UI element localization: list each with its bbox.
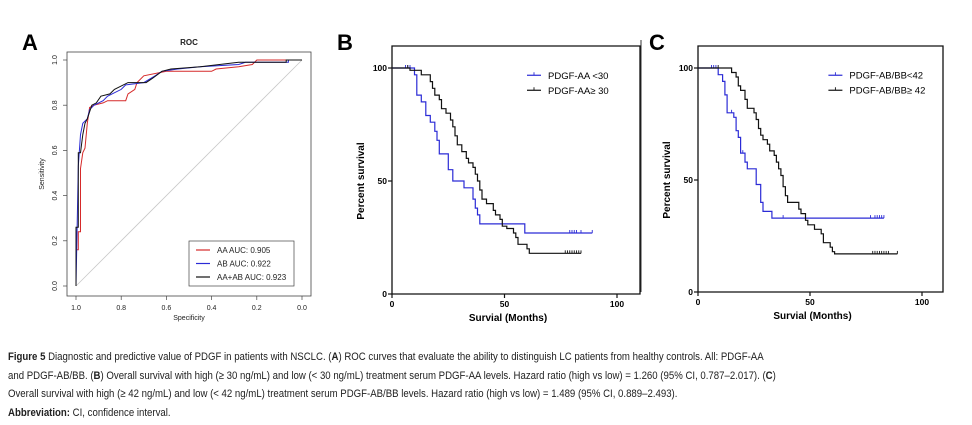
x-tick-label: 0 <box>696 297 701 307</box>
caption-text: ) Overall survival with high (≥ 30 ng/mL… <box>100 369 766 382</box>
panel-letter-c: C <box>649 30 665 55</box>
km-chart-pdgf-abbb: 0 50 100 0 50 100 Survial (Months) Percent surv… <box>662 45 944 322</box>
roc-curve-2 <box>75 59 302 286</box>
y-tick-label: 0.0 <box>52 281 59 291</box>
y-tick-label: 0.2 <box>52 236 59 246</box>
legend-label: PDGF-AB/BB≥ 42 <box>849 86 925 97</box>
y-axis-label: Sensitivity <box>39 158 46 190</box>
x-axis-label: Survial (Months) <box>773 311 851 322</box>
diagonal-reference-line <box>75 59 303 287</box>
x-tick-label: 0.6 <box>162 305 172 312</box>
caption-text: ) <box>772 369 776 382</box>
legend-label: AA+AB AUC: 0.923 <box>217 273 287 282</box>
survival-curve-1 <box>698 67 898 255</box>
survival-curve-0 <box>392 67 593 234</box>
km-chart-pdgf-aa: 0 50 100 0 50 100 Survial (Months) Percent surv… <box>356 45 641 324</box>
panel-letter-a: A <box>22 30 38 55</box>
y-tick-label: 100 <box>679 63 693 73</box>
caption-line: and PDGF-AB/BB. (B) Overall survival wit… <box>8 367 954 386</box>
y-tick-label: 50 <box>378 176 388 186</box>
y-tick-label: 50 <box>684 175 694 185</box>
legend-label: PDGF-AA <30 <box>548 71 608 82</box>
legend-label: PDGF-AB/BB<42 <box>849 71 923 82</box>
x-tick-label: 50 <box>805 297 815 307</box>
x-tick-label: 0.0 <box>297 305 307 312</box>
y-tick-label: 0.6 <box>52 145 59 155</box>
caption-line: Abbreviation: CI, confidence interval. <box>8 404 954 423</box>
caption-text: and PDGF-AB/BB. ( <box>8 369 94 382</box>
caption-text: CI, confidence interval. <box>70 406 171 419</box>
y-tick-label: 0.8 <box>52 100 59 110</box>
x-tick-label: 0.2 <box>252 305 262 312</box>
figure-caption: Figure 5 Diagnostic and predictive value… <box>8 348 972 422</box>
y-tick-label: 1.0 <box>52 55 59 65</box>
caption-text: ) ROC curves that evaluate the ability t… <box>338 351 764 363</box>
caption-text: Diagnostic and predictive value of PDGF … <box>45 351 332 363</box>
y-tick-label: 0.4 <box>52 191 59 201</box>
plot-frame <box>697 45 944 293</box>
x-tick-label: 0.4 <box>207 305 217 312</box>
figure-panels: A B C ROC 1.0 0.8 0.6 0.4 0.2 0.0 0.0 0.2 0.4 0.6 0… <box>22 30 944 324</box>
y-axis-label: Percent survival <box>356 142 367 219</box>
y-tick-label: 100 <box>373 63 387 73</box>
x-tick-label: 100 <box>610 299 624 309</box>
x-tick-label: 1.0 <box>71 305 81 312</box>
caption-text: Overall survival with high (≥ 42 ng/mL) … <box>8 388 678 400</box>
roc-curve-0 <box>75 59 302 286</box>
survival-curve-0 <box>698 67 884 219</box>
caption-bold-text: B <box>93 369 101 382</box>
x-tick-label: 100 <box>915 297 929 307</box>
survival-curve-1 <box>392 67 581 254</box>
caption-line: Overall survival with high (≥ 42 ng/mL) … <box>8 385 954 404</box>
roc-curve-1 <box>75 59 302 287</box>
legend-label: AB AUC: 0.922 <box>217 260 271 269</box>
x-axis-label: Survial (Months) <box>469 313 547 324</box>
y-axis-label: Percent survival <box>662 141 673 218</box>
plot-frame <box>391 45 641 295</box>
caption-bold-text: Abbreviation: <box>8 406 71 419</box>
x-tick-label: 0 <box>390 299 395 309</box>
caption-bold-text: Figure 5 <box>8 351 46 363</box>
x-tick-label: 50 <box>500 299 510 309</box>
caption-line: Figure 5 Diagnostic and predictive value… <box>8 348 954 367</box>
y-tick-label: 0 <box>382 289 387 299</box>
caption-bold-text: A <box>331 351 339 363</box>
plot-frame <box>66 51 312 297</box>
y-tick-label: 0 <box>688 287 693 297</box>
x-axis-label: Specificity <box>173 315 205 322</box>
chart-title: ROC <box>180 38 198 47</box>
panel-letter-b: B <box>337 30 353 55</box>
x-tick-label: 0.8 <box>116 305 126 312</box>
caption-bold-text: C <box>765 369 773 382</box>
roc-chart: ROC 1.0 0.8 0.6 0.4 0.2 0.0 0.0 0.2 0.4 0.6 0.8 1.0 S… <box>39 38 312 322</box>
legend-label: AA AUC: 0.905 <box>217 246 271 255</box>
legend-label: PDGF-AA≥ 30 <box>548 86 609 97</box>
